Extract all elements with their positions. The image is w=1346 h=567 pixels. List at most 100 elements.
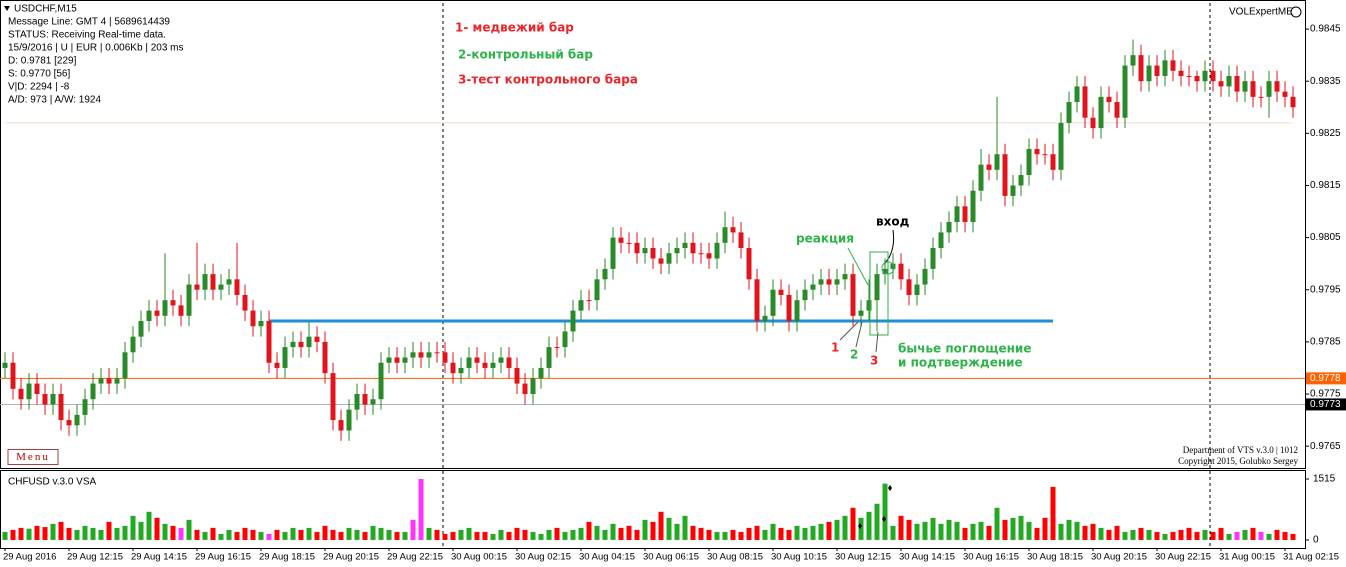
volume-bar — [378, 527, 384, 540]
candle-body — [1050, 154, 1056, 170]
candle-body — [1290, 96, 1296, 108]
volume-bar — [1178, 529, 1184, 540]
volume-bar — [18, 527, 24, 540]
symbol-title: USDCHF,M15 — [14, 4, 77, 15]
volume-bar — [554, 527, 560, 540]
volume-bar — [906, 519, 912, 540]
candle-body — [810, 284, 816, 290]
volume-bar — [1090, 523, 1096, 540]
candle-body — [1018, 175, 1024, 186]
volume-bar — [1234, 531, 1240, 540]
menu-label[interactable]: Menu — [16, 451, 50, 463]
candle-body — [490, 362, 496, 368]
volume-bar — [146, 511, 152, 540]
candle-body — [842, 274, 848, 280]
volume-bar — [362, 531, 368, 540]
candle-body — [106, 378, 112, 384]
candle-body — [74, 414, 80, 426]
volume-bar — [410, 519, 416, 540]
candle-body — [146, 310, 152, 322]
footer-line: Department of VTS v.3.0 | 1012 — [1183, 445, 1298, 455]
volume-bar — [314, 531, 320, 540]
volume-bar — [1042, 517, 1048, 540]
candle-body — [786, 294, 792, 322]
candle-body — [882, 268, 888, 275]
volume-bar — [778, 527, 784, 540]
candle-body — [242, 294, 248, 311]
candle-body — [690, 242, 696, 254]
volume-bar — [826, 521, 832, 540]
collapse-arrow — [4, 6, 10, 11]
volume-bar — [1122, 531, 1128, 540]
candle-body — [826, 279, 832, 285]
candle-body — [98, 378, 104, 384]
candle-body — [570, 310, 576, 332]
volume-bar — [794, 525, 800, 540]
volume-bar — [578, 527, 584, 540]
pointer — [875, 331, 879, 353]
volume-bar — [1226, 533, 1232, 540]
indicator-name: VOLExpertME — [1229, 7, 1293, 18]
volume-bar — [1146, 529, 1152, 540]
candle-body — [370, 399, 376, 405]
volume-bar — [346, 527, 352, 540]
candle-body — [378, 362, 384, 400]
volume-bar — [130, 515, 136, 540]
volume-bar — [386, 529, 392, 540]
candle-body — [914, 284, 920, 295]
volume-title: CHFUSD v.3.0 VSA — [8, 477, 96, 488]
candle-body — [1274, 81, 1280, 92]
candle-body — [10, 362, 16, 389]
candle-body — [746, 248, 752, 280]
candle-body — [354, 394, 360, 410]
volume-bar — [898, 515, 904, 540]
candle-body — [1074, 86, 1080, 103]
candle-body — [858, 310, 864, 316]
volume-bar — [986, 525, 992, 540]
volume-bar — [698, 527, 704, 540]
volume-bar — [154, 517, 160, 540]
volume-bar — [202, 531, 208, 540]
volume-bar — [1002, 519, 1008, 540]
volume-signal-dots — [858, 485, 892, 529]
volume-bar — [498, 529, 504, 540]
volume-bar — [394, 531, 400, 540]
candle-body — [418, 352, 424, 358]
candle-body — [122, 352, 128, 379]
info-line: STATUS: Receiving Real-time data. — [8, 30, 166, 41]
volume-bar — [426, 527, 432, 540]
volume-bar — [1050, 486, 1056, 540]
y-tick-label: 0.9805 — [1310, 232, 1341, 243]
price-label: 0.9773 — [1310, 399, 1341, 410]
volume-bar — [90, 527, 96, 540]
volume-bar — [602, 529, 608, 540]
volume-bar — [1058, 523, 1064, 540]
volume-bar — [922, 521, 928, 540]
volume-bar — [650, 521, 656, 540]
candle-body — [1226, 75, 1232, 87]
candle-body — [1162, 60, 1168, 76]
volume-bar — [138, 521, 144, 540]
x-tick-label: 29 Aug 2016 — [3, 552, 56, 563]
bar-number: 3 — [870, 354, 878, 368]
candle-body — [394, 357, 400, 363]
menu-button[interactable] — [7, 449, 59, 465]
candle-body — [1138, 55, 1144, 82]
candle-body — [626, 242, 632, 244]
candle-body — [1186, 75, 1192, 77]
volume-bar — [618, 527, 624, 540]
pointer — [855, 321, 863, 348]
price-label: 0.9778 — [1310, 373, 1341, 384]
volume-bar — [594, 525, 600, 540]
volume-bar — [530, 531, 536, 540]
y-tick-label: 0.9795 — [1310, 284, 1341, 295]
candle-body — [258, 321, 264, 327]
volume-bar — [570, 529, 576, 540]
candle-body — [58, 394, 64, 421]
volume-bar — [858, 517, 864, 540]
candle-body — [970, 190, 976, 222]
candle-body — [306, 336, 312, 348]
legend-note: 3-тест контрольного бара — [458, 73, 638, 87]
candle-body — [194, 284, 200, 290]
